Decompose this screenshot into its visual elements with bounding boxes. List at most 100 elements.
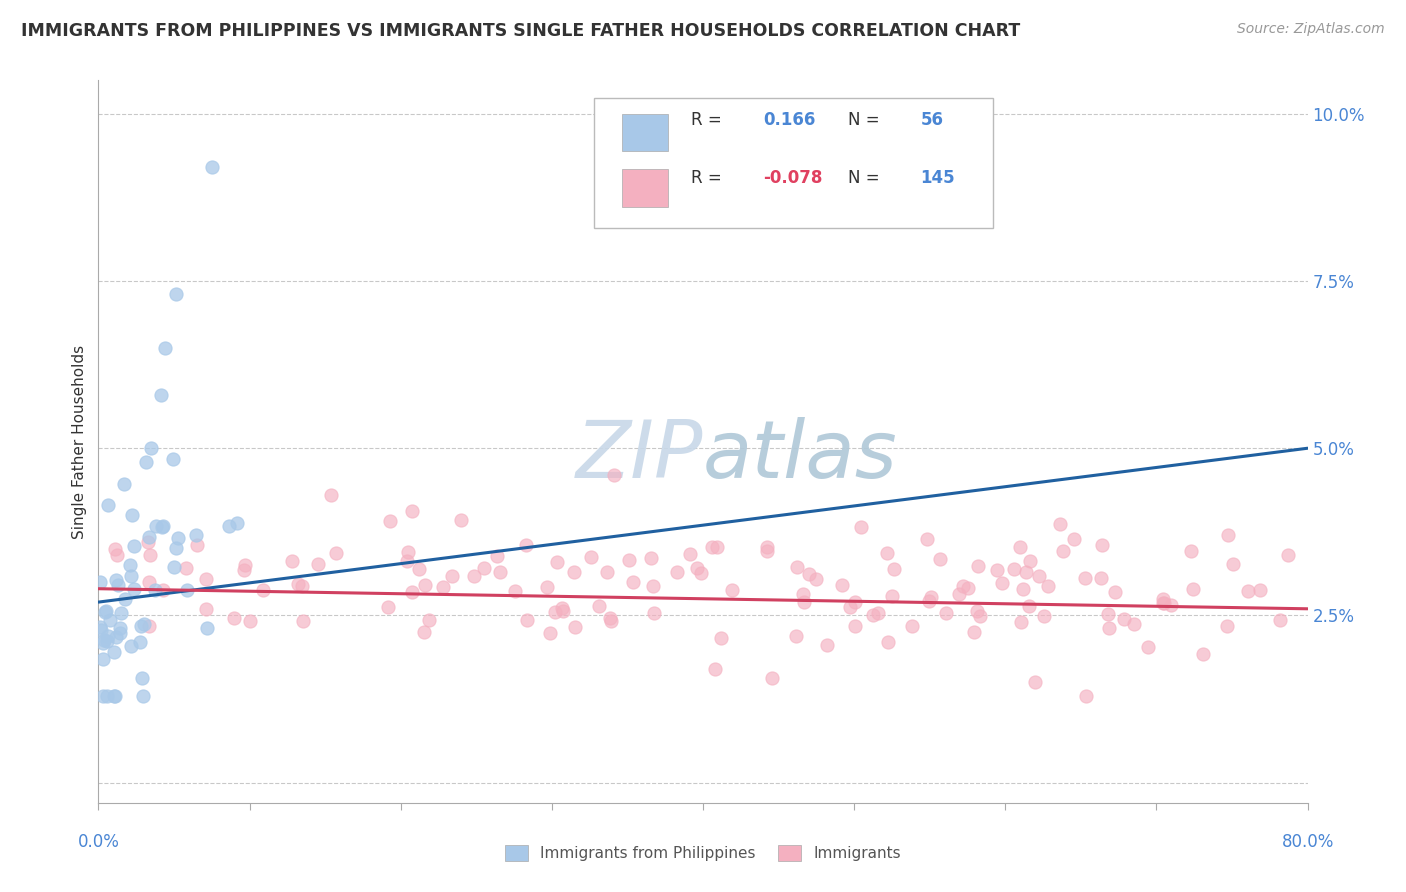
Point — [152, 582, 174, 597]
Point — [621, 574, 644, 589]
Point — [93, 633, 115, 648]
Point — [862, 608, 884, 623]
Point — [321, 488, 343, 502]
Point — [91, 689, 114, 703]
Point — [104, 542, 127, 557]
Point — [162, 451, 184, 466]
Point — [1152, 591, 1174, 606]
Point — [1097, 607, 1119, 621]
Point — [163, 560, 186, 574]
Point — [1028, 568, 1050, 582]
Point — [413, 625, 436, 640]
Text: atlas: atlas — [703, 417, 898, 495]
Point — [935, 606, 957, 620]
Point — [89, 619, 111, 633]
Point — [395, 554, 418, 568]
Point — [1036, 579, 1059, 593]
Point — [94, 605, 117, 619]
Point — [110, 607, 132, 621]
Point — [307, 558, 329, 572]
Point — [1191, 647, 1213, 661]
Point — [104, 689, 127, 703]
Point — [195, 621, 218, 635]
Point — [377, 599, 399, 614]
Point — [641, 579, 664, 593]
Point — [1277, 548, 1299, 562]
Point — [131, 619, 153, 633]
Point — [186, 538, 208, 552]
FancyBboxPatch shape — [595, 98, 993, 228]
Point — [1002, 562, 1025, 576]
Point — [838, 599, 860, 614]
Text: N =: N = — [848, 111, 880, 129]
Point — [876, 546, 898, 560]
Point — [756, 544, 779, 558]
Point — [150, 520, 173, 534]
Point — [1052, 543, 1074, 558]
Point — [132, 689, 155, 703]
Point — [1091, 538, 1114, 552]
Point — [135, 454, 157, 469]
Point — [152, 518, 174, 533]
Point — [97, 498, 120, 512]
Point — [129, 635, 152, 649]
Point — [122, 582, 145, 596]
Point — [920, 591, 942, 605]
Point — [1098, 621, 1121, 635]
Point — [1249, 582, 1271, 597]
Point — [291, 614, 314, 628]
Legend: Immigrants from Philippines, Immigrants: Immigrants from Philippines, Immigrants — [499, 839, 907, 867]
Point — [952, 578, 974, 592]
Point — [831, 578, 853, 592]
Point — [139, 441, 162, 455]
Point — [991, 576, 1014, 591]
Point — [489, 565, 512, 579]
Point — [155, 341, 177, 355]
Point — [408, 562, 430, 576]
Point — [883, 562, 905, 576]
Point — [167, 531, 190, 545]
Point — [786, 560, 808, 574]
Point — [138, 619, 160, 633]
Point — [105, 574, 128, 588]
Text: R =: R = — [690, 111, 721, 129]
Point — [120, 640, 142, 654]
Point — [804, 572, 827, 586]
Point — [143, 582, 166, 597]
Point — [226, 516, 249, 530]
Point — [107, 577, 129, 591]
Point — [761, 671, 783, 685]
Point — [1063, 532, 1085, 546]
Point — [90, 623, 112, 637]
Point — [553, 604, 575, 618]
Point — [849, 519, 872, 533]
Point — [98, 614, 121, 628]
Point — [600, 615, 623, 629]
Point — [218, 519, 240, 533]
Point — [104, 630, 127, 644]
Point — [686, 560, 709, 574]
Point — [413, 577, 436, 591]
Point — [1112, 612, 1135, 626]
Point — [619, 552, 641, 566]
Point — [401, 504, 423, 518]
Point — [139, 548, 162, 563]
Point — [564, 620, 586, 634]
Point — [929, 551, 952, 566]
Point — [325, 546, 347, 560]
Point — [797, 566, 820, 581]
Point — [564, 565, 586, 579]
Point — [1180, 544, 1202, 558]
Bar — [621, 113, 668, 151]
Point — [516, 613, 538, 627]
Point — [432, 580, 454, 594]
Point — [1181, 582, 1204, 596]
Point — [599, 610, 621, 624]
Point — [536, 580, 558, 594]
Text: 56: 56 — [921, 111, 943, 129]
Point — [966, 604, 988, 618]
Point — [915, 532, 938, 546]
Point — [103, 689, 125, 703]
Point — [184, 528, 207, 542]
Text: N =: N = — [848, 169, 880, 186]
